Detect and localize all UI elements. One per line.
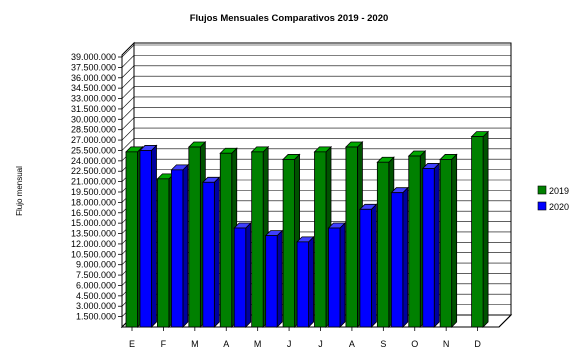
y-tick-label: 28.500.000 xyxy=(71,125,116,135)
bar-2020-7 xyxy=(358,203,378,328)
y-tick-label: 34.500.000 xyxy=(71,83,116,93)
y-tick-label: 31.500.000 xyxy=(71,104,116,114)
y-tick-label: 3.000.000 xyxy=(76,301,116,311)
category-label: A xyxy=(223,339,229,348)
y-axis-ticks: 1.500.0003.000.0004.500.0006.000.0007.50… xyxy=(71,52,499,328)
bars xyxy=(125,130,490,328)
legend-swatch-2019 xyxy=(537,185,547,195)
y-tick-label: 36.000.000 xyxy=(71,73,116,83)
bar-2020-2 xyxy=(201,176,221,328)
legend: 2019 2020 xyxy=(537,185,569,212)
category-label: M xyxy=(191,339,199,348)
category-label: J xyxy=(318,339,323,348)
category-label: F xyxy=(161,339,167,348)
category-label: A xyxy=(349,339,355,348)
y-tick-label: 19.500.000 xyxy=(71,187,116,197)
bar-2020-4 xyxy=(264,229,284,328)
y-tick-label: 16.500.000 xyxy=(71,208,116,218)
y-tick-label: 33.000.000 xyxy=(71,94,116,104)
y-tick-label: 24.000.000 xyxy=(71,156,116,166)
bar-2019-5 xyxy=(282,153,301,328)
bar-2020-1 xyxy=(170,163,189,328)
chart-title: Flujos Mensuales Comparativos 2019 - 202… xyxy=(190,13,389,24)
bar-2020-3 xyxy=(233,222,252,328)
category-label: D xyxy=(474,339,481,348)
bar-2019-10 xyxy=(439,153,458,328)
y-tick-label: 25.500.000 xyxy=(71,145,116,155)
y-tick-label: 22.500.000 xyxy=(71,166,116,176)
bar-2020-6 xyxy=(327,222,346,328)
y-tick-label: 6.000.000 xyxy=(76,280,116,290)
y-tick-label: 15.000.000 xyxy=(71,218,116,228)
category-label: N xyxy=(443,339,450,348)
bar-2020-9 xyxy=(421,162,441,328)
y-tick-label: 1.500.000 xyxy=(76,312,116,322)
y-tick-label: 21.000.000 xyxy=(71,177,116,187)
category-label: J xyxy=(287,339,292,348)
y-tick-label: 30.000.000 xyxy=(71,114,116,124)
y-tick-label: 13.500.000 xyxy=(71,229,116,239)
y-tick-label: 39.000.000 xyxy=(71,52,116,62)
y-tick-label: 18.000.000 xyxy=(71,197,116,207)
y-tick-label: 37.500.000 xyxy=(71,62,116,72)
category-label: S xyxy=(380,339,386,348)
bar-2020-8 xyxy=(390,186,409,328)
legend-label-2020: 2020 xyxy=(549,202,569,212)
bar-2019-11 xyxy=(470,130,490,328)
y-tick-label: 4.500.000 xyxy=(76,291,116,301)
category-label: M xyxy=(254,339,262,348)
y-axis-label: Flujo mensual xyxy=(15,166,24,216)
y-tick-label: 7.500.000 xyxy=(76,270,116,280)
category-label: E xyxy=(129,339,135,348)
y-tick-label: 9.000.000 xyxy=(76,260,116,270)
y-tick-label: 10.500.000 xyxy=(71,249,116,259)
bar-2020-0 xyxy=(139,144,158,328)
y-tick-label: 27.000.000 xyxy=(71,135,116,145)
y-tick-label: 12.000.000 xyxy=(71,239,116,249)
legend-swatch-2020 xyxy=(537,201,547,211)
legend-label-2019: 2019 xyxy=(549,186,569,196)
category-label: O xyxy=(411,339,418,348)
bar-2020-5 xyxy=(296,235,315,328)
